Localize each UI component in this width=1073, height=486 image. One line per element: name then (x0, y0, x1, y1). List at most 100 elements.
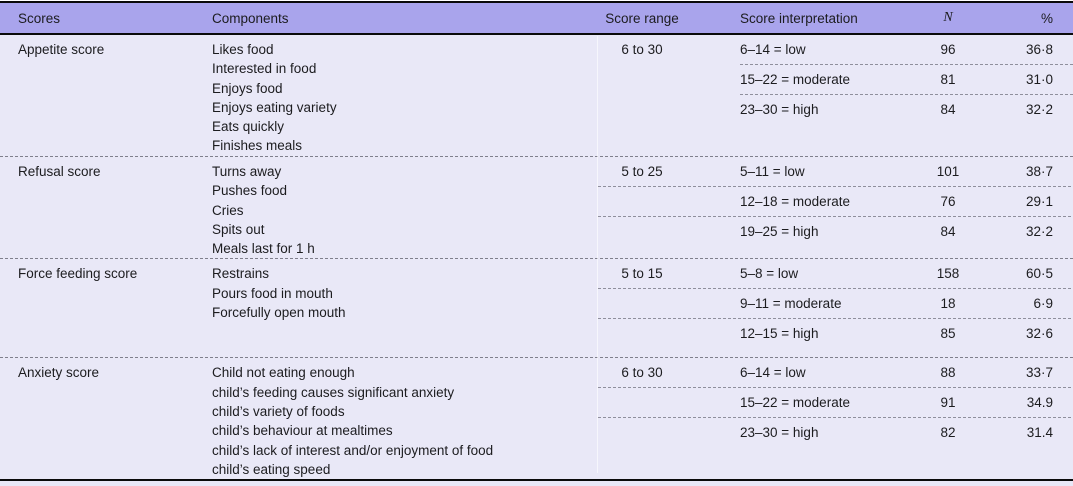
interpretation-value: 9–11 = moderate (740, 296, 842, 312)
table-row: 15–22 = moderate 91 34.9 (598, 388, 1073, 417)
score-range-value: 5 to 15 (621, 266, 663, 282)
component-item: Interested in food (212, 61, 317, 77)
table-bottom-rule (0, 479, 1073, 482)
section-divider (0, 357, 1073, 359)
table-body: Appetite score Likes food Interested in … (0, 35, 1073, 480)
component-item: Eats quickly (212, 119, 285, 135)
table-header-row: Scores Components Score range Score inte… (0, 3, 1073, 33)
component-item: Forcefully open mouth (212, 305, 346, 321)
table-top-rule (0, 1, 1073, 3)
score-range-value: 5 to 25 (621, 164, 663, 179)
table-row: 6 to 30 6–14 = low 96 36·8 (598, 35, 1073, 64)
component-item: Finishes meals (212, 138, 303, 154)
component-item: Child not eating enough (212, 365, 355, 381)
table-row: 23–30 = high 82 31.4 (598, 418, 1073, 447)
row-divider (598, 186, 1073, 187)
percent-value: 33·7 (1025, 365, 1053, 381)
column-header-scores: Scores (18, 10, 61, 26)
percent-value: 32·6 (1025, 326, 1053, 342)
interpretation-value: 12–15 = high (740, 326, 819, 342)
percent-value: 32·2 (1025, 224, 1053, 239)
percent-value: 29·1 (1025, 194, 1053, 209)
percent-value: 34.9 (1026, 395, 1053, 411)
n-value: 84 (940, 102, 956, 117)
header-bottom-rule (0, 33, 1073, 35)
table-row: 15–22 = moderate 81 31·0 (598, 65, 1073, 94)
interpretation-value: 19–25 = high (740, 224, 819, 239)
interpretation-value: 6–14 = low (740, 365, 806, 381)
score-range-value: 6 to 30 (621, 42, 663, 57)
table-row: 19–25 = high 84 32·2 (598, 217, 1073, 246)
component-item: child’s behaviour at mealtimes (212, 423, 393, 439)
components-list: Restrains Pours food in mouth Forcefully… (212, 264, 598, 322)
table-row: 6 to 30 6–14 = low 88 33·7 (598, 358, 1073, 387)
interpretation-value: 15–22 = moderate (740, 395, 850, 411)
row-divider (598, 288, 1073, 290)
component-item: Enjoys food (212, 80, 283, 96)
section-anxiety: Anxiety score Child not eating enough ch… (0, 358, 1073, 479)
section-title: Refusal score (18, 164, 101, 179)
component-item: Enjoys eating variety (212, 99, 337, 115)
section-appetite: Appetite score Likes food Interested in … (0, 35, 1073, 156)
table-row: 9–11 = moderate 18 6·9 (598, 289, 1073, 318)
column-header-score-interpretation: Score interpretation (740, 10, 858, 26)
interpretation-value: 23–30 = high (740, 102, 819, 117)
n-value: 91 (940, 395, 956, 411)
components-list: Turns away Pushes food Cries Spits out M… (212, 162, 598, 258)
section-refusal: Refusal score Turns away Pushes food Cri… (0, 157, 1073, 258)
table-row: 12–15 = high 85 32·6 (598, 319, 1073, 348)
component-item: Cries (212, 202, 244, 218)
interpretation-value: 6–14 = low (740, 42, 806, 57)
table-footer-padding (0, 481, 1073, 486)
percent-value: 6·9 (1033, 296, 1053, 312)
component-item: Pushes food (212, 183, 288, 199)
section-title: Force feeding score (18, 266, 138, 282)
percent-value: 60·5 (1025, 266, 1053, 282)
row-divider (740, 64, 1073, 65)
column-header-percent: % (1040, 10, 1053, 26)
n-value: 158 (936, 266, 960, 282)
column-rule (597, 36, 598, 473)
row-divider (598, 318, 1073, 320)
n-value: 88 (940, 365, 956, 381)
interpretation-rows: 6 to 30 6–14 = low 96 36·8 15–22 = moder… (598, 35, 1073, 124)
n-value: 101 (936, 164, 960, 179)
table-row: 23–30 = high 84 32·2 (598, 95, 1073, 124)
components-list: Child not eating enough child’s feeding … (212, 363, 598, 479)
component-item: Restrains (212, 266, 270, 282)
component-item: Meals last for 1 h (212, 241, 315, 257)
n-value: 76 (940, 194, 956, 209)
score-range-value: 6 to 30 (621, 365, 663, 381)
n-value: 96 (940, 42, 956, 57)
component-item: Spits out (212, 221, 265, 237)
row-divider (598, 387, 1073, 389)
interpretation-value: 5–8 = low (740, 266, 799, 282)
percent-value: 31.4 (1026, 425, 1053, 441)
section-divider (0, 156, 1073, 157)
n-value: 81 (940, 72, 956, 87)
table-row: 5 to 25 5–11 = low 101 38·7 (598, 157, 1073, 186)
percent-value: 38·7 (1025, 164, 1053, 179)
n-value: 84 (940, 224, 956, 239)
component-item: Likes food (212, 42, 274, 57)
percent-value: 31·0 (1025, 72, 1053, 87)
interpretation-value: 5–11 = low (740, 164, 805, 179)
component-item: Turns away (212, 164, 282, 179)
row-divider (740, 94, 1073, 95)
table-row: 12–18 = moderate 76 29·1 (598, 187, 1073, 216)
section-title: Appetite score (18, 42, 105, 57)
percent-value: 32·2 (1025, 102, 1053, 117)
interpretation-rows: 5 to 15 5–8 = low 158 60·5 9–11 = modera… (598, 259, 1073, 348)
n-value: 18 (940, 296, 956, 312)
component-item: child’s variety of foods (212, 404, 345, 420)
component-item: child’s eating speed (212, 461, 331, 477)
row-divider (598, 216, 1073, 217)
section-force-feeding: Force feeding score Restrains Pours food… (0, 259, 1073, 357)
column-header-score-range: Score range (605, 10, 679, 26)
section-title: Anxiety score (18, 365, 100, 381)
interpretation-value: 12–18 = moderate (740, 194, 850, 209)
table-row: 5 to 15 5–8 = low 158 60·5 (598, 259, 1073, 288)
interpretation-value: 15–22 = moderate (740, 72, 850, 87)
component-item: child’s feeding causes significant anxie… (212, 384, 455, 400)
